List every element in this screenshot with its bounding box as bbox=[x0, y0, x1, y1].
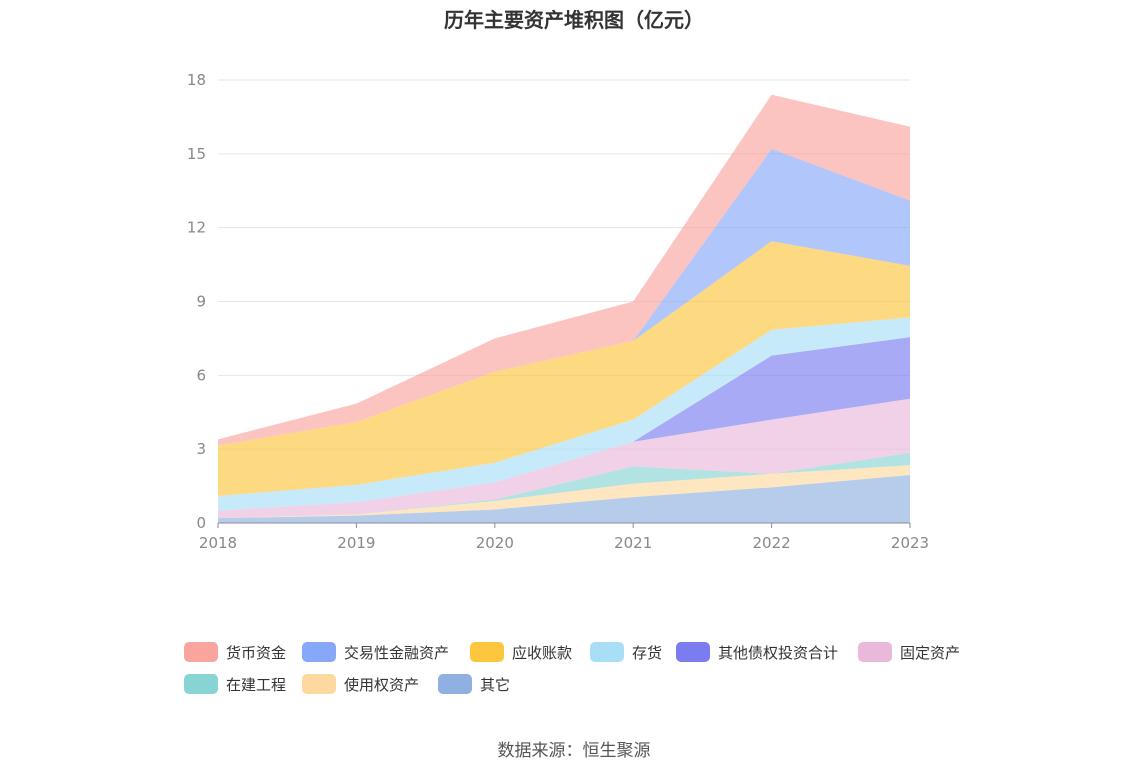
y-tick-label: 6 bbox=[196, 366, 206, 384]
legend-label: 应收账款 bbox=[512, 643, 573, 662]
legend-label: 使用权资产 bbox=[344, 675, 420, 694]
area-series-3 bbox=[218, 398, 910, 519]
legend-item[interactable]: 应收账款 bbox=[470, 640, 572, 664]
area-series-4 bbox=[218, 337, 910, 511]
x-tick-label: 2019 bbox=[337, 534, 375, 552]
y-tick-label: 12 bbox=[187, 219, 206, 237]
area-series-7 bbox=[218, 148, 910, 446]
area-series-8 bbox=[218, 94, 910, 446]
legend-label: 其他债权投资合计 bbox=[718, 643, 839, 662]
stacked-area-chart: 0 3 6 9 12 15 18 2018 2019 2020 2021 2022 2023 bbox=[187, 71, 929, 552]
x-tick-label: 2023 bbox=[891, 534, 929, 552]
legend-swatch bbox=[302, 642, 336, 662]
legend-item[interactable]: 其它 bbox=[438, 672, 510, 696]
legend-label: 货币资金 bbox=[226, 643, 287, 662]
legend-swatch bbox=[184, 674, 218, 694]
y-tick-label: 0 bbox=[196, 514, 206, 532]
legend-label: 其它 bbox=[480, 675, 511, 694]
legend-swatch bbox=[676, 642, 710, 662]
legend-item[interactable]: 其他债权投资合计 bbox=[676, 640, 838, 664]
y-tick-label: 9 bbox=[196, 293, 206, 311]
x-tick-label: 2018 bbox=[199, 534, 237, 552]
legend-label: 在建工程 bbox=[226, 675, 287, 694]
legend-item[interactable]: 使用权资产 bbox=[302, 672, 419, 696]
area-series bbox=[218, 94, 910, 523]
legend-item[interactable]: 固定资产 bbox=[858, 640, 960, 664]
area-series-2 bbox=[218, 452, 910, 519]
y-tick-label: 15 bbox=[187, 145, 206, 163]
axes: 0 3 6 9 12 15 18 2018 2019 2020 2021 2022 2023 bbox=[187, 71, 929, 552]
legend-label: 存货 bbox=[632, 643, 663, 662]
area-series-1 bbox=[218, 465, 910, 519]
area-series-5 bbox=[218, 317, 910, 511]
legend-item[interactable]: 货币资金 bbox=[184, 640, 286, 664]
legend-swatch bbox=[858, 642, 892, 662]
legend-swatch bbox=[590, 642, 624, 662]
legend-item[interactable]: 存货 bbox=[590, 640, 662, 664]
area-series-6 bbox=[218, 241, 910, 496]
legend-label: 固定资产 bbox=[900, 643, 961, 662]
y-tick-label: 3 bbox=[196, 440, 206, 458]
legend-swatch bbox=[302, 674, 336, 694]
y-tick-label: 18 bbox=[187, 71, 206, 89]
x-tick-label: 2021 bbox=[614, 534, 652, 552]
area-series-0 bbox=[218, 475, 910, 523]
source-note: 数据来源：恒生聚源 bbox=[497, 741, 651, 761]
x-tick-label: 2022 bbox=[753, 534, 791, 552]
legend-item[interactable]: 交易性金融资产 bbox=[302, 640, 449, 664]
legend-swatch bbox=[438, 674, 472, 694]
legend-swatch bbox=[470, 642, 504, 662]
legend-item[interactable]: 在建工程 bbox=[184, 672, 286, 696]
legend-label: 交易性金融资产 bbox=[344, 643, 450, 662]
x-tick-label: 2020 bbox=[476, 534, 514, 552]
legend-swatch bbox=[184, 642, 218, 662]
chart-title: 历年主要资产堆积图（亿元） bbox=[444, 8, 704, 32]
